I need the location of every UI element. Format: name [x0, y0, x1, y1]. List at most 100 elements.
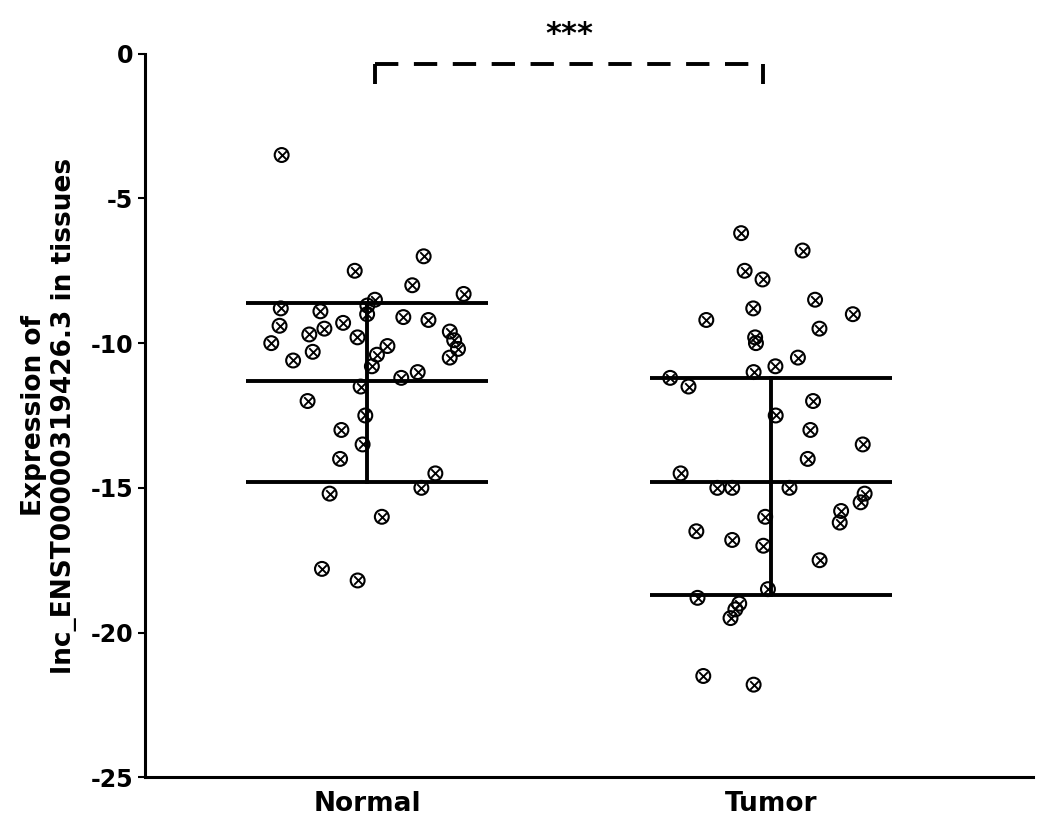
Point — [730, 597, 747, 610]
Point — [349, 331, 366, 344]
Y-axis label: Expression of
lnc_ENST00000319426.3 in tissues: Expression of lnc_ENST00000319426.3 in t… — [21, 158, 77, 674]
Point — [299, 395, 316, 408]
Point — [357, 409, 374, 422]
Point — [856, 487, 873, 500]
Point — [442, 351, 458, 365]
Point — [804, 395, 821, 408]
Point — [421, 313, 437, 327]
Point — [272, 302, 289, 315]
Point — [321, 487, 338, 500]
Point — [789, 351, 806, 365]
Point — [455, 287, 472, 301]
Point — [853, 495, 870, 509]
Point — [724, 481, 741, 494]
Point — [754, 272, 770, 286]
Point — [427, 467, 444, 480]
Point — [262, 336, 279, 349]
Point — [358, 308, 375, 321]
Point — [745, 365, 762, 379]
Point — [733, 226, 749, 240]
Point — [722, 612, 739, 625]
Point — [352, 380, 369, 393]
Point — [409, 365, 426, 379]
Point — [736, 264, 753, 277]
Point — [321, 487, 338, 500]
Point — [349, 574, 366, 587]
Point — [442, 325, 458, 339]
Point — [745, 302, 762, 315]
Point — [662, 371, 679, 385]
Point — [799, 453, 816, 466]
Point — [724, 481, 741, 494]
Point — [722, 612, 739, 625]
Point — [285, 354, 301, 367]
Point — [794, 244, 811, 257]
Point — [730, 597, 747, 610]
Point — [767, 360, 784, 373]
Point — [367, 293, 384, 307]
Point — [455, 287, 472, 301]
Point — [736, 264, 753, 277]
Point — [335, 316, 352, 329]
Point — [450, 342, 467, 355]
Point — [373, 510, 390, 524]
Point — [832, 516, 848, 530]
Point — [757, 510, 774, 524]
Point — [379, 339, 396, 353]
Point — [804, 395, 821, 408]
Point — [359, 299, 376, 313]
Point — [299, 395, 316, 408]
Point — [395, 310, 412, 323]
Point — [409, 365, 426, 379]
Point — [273, 148, 290, 162]
Point — [404, 278, 421, 292]
Point — [300, 328, 317, 341]
Point — [767, 409, 784, 422]
Point — [369, 348, 386, 361]
Point — [271, 319, 288, 333]
Point — [745, 678, 762, 691]
Point — [695, 670, 711, 683]
Point — [369, 348, 386, 361]
Point — [332, 453, 349, 466]
Point — [442, 351, 458, 365]
Point — [802, 423, 819, 437]
Point — [316, 322, 333, 335]
Point — [305, 345, 321, 359]
Point — [811, 322, 827, 335]
Point — [442, 325, 458, 339]
Point — [271, 319, 288, 333]
Point — [745, 365, 762, 379]
Point — [357, 409, 374, 422]
Point — [781, 481, 798, 494]
Point — [695, 670, 711, 683]
Point — [672, 467, 689, 480]
Point — [347, 264, 364, 277]
Point — [832, 516, 848, 530]
Point — [332, 453, 349, 466]
Point — [781, 481, 798, 494]
Point — [285, 354, 301, 367]
Point — [352, 380, 369, 393]
Point — [359, 299, 376, 313]
Point — [367, 293, 384, 307]
Point — [747, 336, 764, 349]
Point — [794, 244, 811, 257]
Point — [747, 336, 764, 349]
Point — [724, 533, 741, 546]
Point — [754, 272, 770, 286]
Point — [760, 582, 777, 596]
Point — [364, 360, 380, 373]
Point — [335, 316, 352, 329]
Point — [688, 525, 705, 538]
Point — [855, 437, 872, 451]
Point — [855, 437, 872, 451]
Point — [709, 481, 726, 494]
Point — [415, 250, 432, 263]
Point — [364, 360, 380, 373]
Point — [802, 423, 819, 437]
Point — [757, 510, 774, 524]
Point — [760, 582, 777, 596]
Point — [349, 574, 366, 587]
Point — [806, 293, 823, 307]
